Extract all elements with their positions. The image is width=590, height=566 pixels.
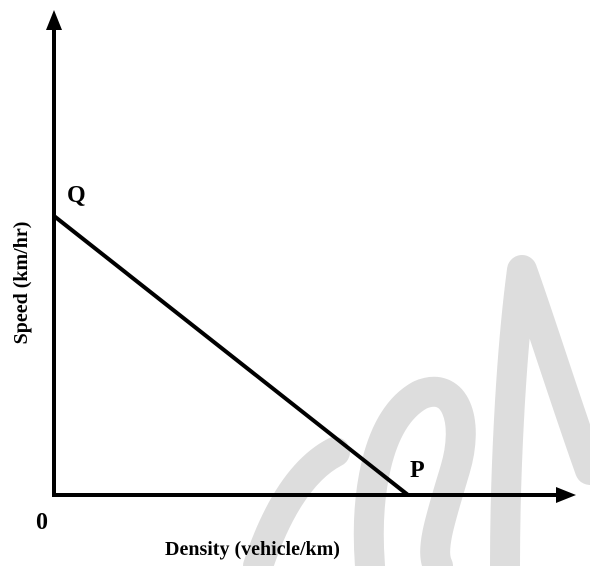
- point-q-label: Q: [67, 182, 86, 208]
- speed-density-line: [52, 214, 410, 497]
- x-axis-title: Density (vehicle/km): [165, 538, 340, 560]
- watermark-stroke-right: [490, 255, 590, 566]
- y-axis-title: Speed (km/hr): [10, 222, 32, 345]
- watermark-stroke-middle: [353, 376, 476, 566]
- x-axis-arrow-icon: [556, 487, 576, 503]
- point-p-label: P: [410, 457, 425, 483]
- origin-label: 0: [36, 509, 48, 535]
- y-axis-arrow-icon: [46, 10, 62, 30]
